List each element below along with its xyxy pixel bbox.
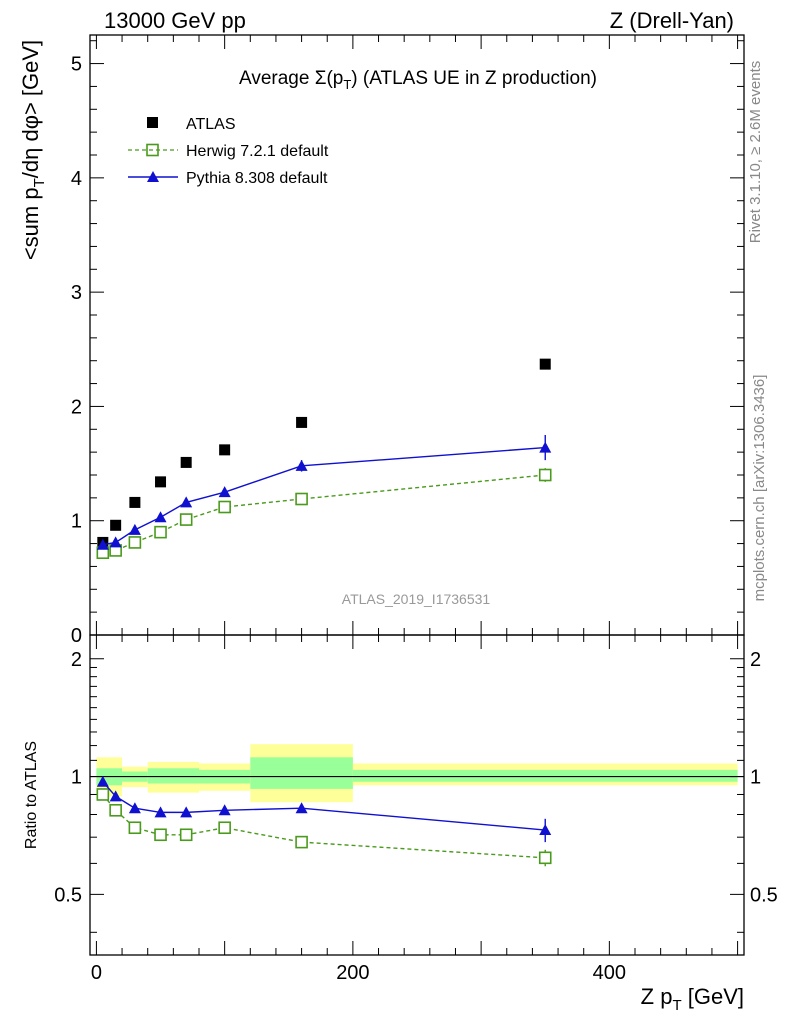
x-axis-label: Z pT [GeV] xyxy=(641,984,744,1014)
ratio-y-tick-label-right: 1 xyxy=(750,767,761,789)
ratio-bands xyxy=(96,744,738,803)
data-point-herwig xyxy=(179,513,193,526)
ratio-band-stat xyxy=(250,757,353,789)
main-ticks: 0 1 2 3 4 5 xyxy=(71,35,744,647)
data-point-atlas xyxy=(110,519,122,531)
ratio-point-pythia xyxy=(295,802,308,814)
data-point-pythia xyxy=(128,523,141,535)
mcplots-label: mcplots.cern.ch [arXiv:1306.3436] xyxy=(751,375,768,602)
main-legend: ATLAS Herwig 7.2.1 default Pythia 8.308 … xyxy=(128,116,329,187)
ratio-point-herwig xyxy=(109,803,122,817)
data-point-atlas xyxy=(155,476,167,488)
rivet-version-label: Rivet 3.1.10, ≥ 2.6M events xyxy=(747,61,764,244)
ratio-y-tick-label: 2 xyxy=(71,649,82,671)
ratio-point-herwig xyxy=(96,788,110,801)
ratio-point-herwig xyxy=(295,835,308,849)
ratio-y-tick-label: 0.5 xyxy=(54,884,82,906)
data-point-pythia xyxy=(180,496,193,508)
x-tick-label: 0 xyxy=(91,962,102,984)
ratio-ticks: 0.5 0.5 1 1 2 2 xyxy=(54,649,778,933)
data-point-pythia xyxy=(539,441,552,453)
legend-marker-herwig xyxy=(146,143,159,157)
y-tick-label: 3 xyxy=(71,282,82,304)
ratio-band-stat xyxy=(352,769,738,782)
ratio-point-pythia xyxy=(180,806,193,818)
legend-label-herwig: Herwig 7.2.1 default xyxy=(186,143,329,160)
ratio-point-herwig xyxy=(218,821,231,835)
main-plot: 0 1 2 3 4 5 Average Σ(pT) (ATLAS UE in Z prod… xyxy=(18,34,745,647)
ratio-point-herwig xyxy=(154,828,167,842)
ratio-y-tick-label: 1 xyxy=(71,767,82,789)
y-tick-label: 4 xyxy=(71,168,82,190)
ratio-point-pythia xyxy=(128,802,141,814)
ratio-y-tick-label-right: 2 xyxy=(750,649,761,671)
main-series xyxy=(96,358,552,560)
legend-label-pythia: Pythia 8.308 default xyxy=(186,170,328,187)
ratio-point-herwig xyxy=(179,828,193,842)
ratio-point-pythia xyxy=(154,806,167,818)
data-point-atlas xyxy=(129,496,141,508)
data-point-pythia xyxy=(218,486,231,498)
main-y-axis-label: <sum pT/dη dφ> [GeV] xyxy=(18,40,48,260)
ratio-point-pythia xyxy=(218,804,231,816)
data-point-herwig xyxy=(218,500,231,514)
data-point-pythia xyxy=(295,459,308,471)
data-point-atlas xyxy=(296,416,308,428)
header-left: 13000 GeV pp xyxy=(104,8,246,33)
x-tick-label: 200 xyxy=(336,962,369,984)
ratio-series xyxy=(96,775,552,867)
x-ticks: 0 200 400 xyxy=(91,635,739,984)
data-point-pythia xyxy=(154,511,167,523)
data-point-pythia xyxy=(96,538,109,550)
ratio-plot: 0.5 0.5 1 1 2 2 Ratio to ATLAS 0 200 400 Z pT [… xyxy=(23,634,778,1014)
data-point-herwig xyxy=(295,492,308,506)
data-point-atlas xyxy=(219,444,231,456)
series-line xyxy=(102,474,546,554)
ratio-point-herwig xyxy=(538,851,552,865)
ratio-point-pythia xyxy=(539,824,552,836)
y-tick-label: 2 xyxy=(71,396,82,418)
data-point-herwig xyxy=(538,468,552,482)
data-point-atlas xyxy=(180,456,192,468)
main-plot-title: Average Σ(pT) (ATLAS UE in Z production) xyxy=(239,68,597,92)
data-point-herwig xyxy=(154,525,167,539)
analysis-watermark: ATLAS_2019_I1736531 xyxy=(342,591,491,607)
header-right: Z (Drell-Yan) xyxy=(610,8,734,33)
ratio-y-tick-label-right: 0.5 xyxy=(750,884,778,906)
ratio-plot-frame xyxy=(89,634,745,956)
series-line xyxy=(102,446,546,546)
legend-label-atlas: ATLAS xyxy=(186,116,236,133)
ratio-y-axis-label: Ratio to ATLAS xyxy=(23,741,40,849)
ratio-point-pythia xyxy=(96,775,109,787)
ratio-point-pythia xyxy=(109,790,122,802)
y-tick-label: 1 xyxy=(71,511,82,533)
x-tick-label: 400 xyxy=(593,962,626,984)
legend-marker-pythia xyxy=(147,171,159,182)
legend-marker-atlas xyxy=(147,117,158,128)
data-point-pythia xyxy=(109,536,122,548)
ratio-band-stat xyxy=(147,768,199,784)
y-tick-label: 0 xyxy=(71,625,82,647)
y-tick-label: 5 xyxy=(71,54,82,76)
data-point-herwig xyxy=(128,536,142,549)
data-point-atlas xyxy=(539,358,551,370)
ratio-series-line xyxy=(102,794,546,859)
ratio-point-herwig xyxy=(128,821,142,835)
